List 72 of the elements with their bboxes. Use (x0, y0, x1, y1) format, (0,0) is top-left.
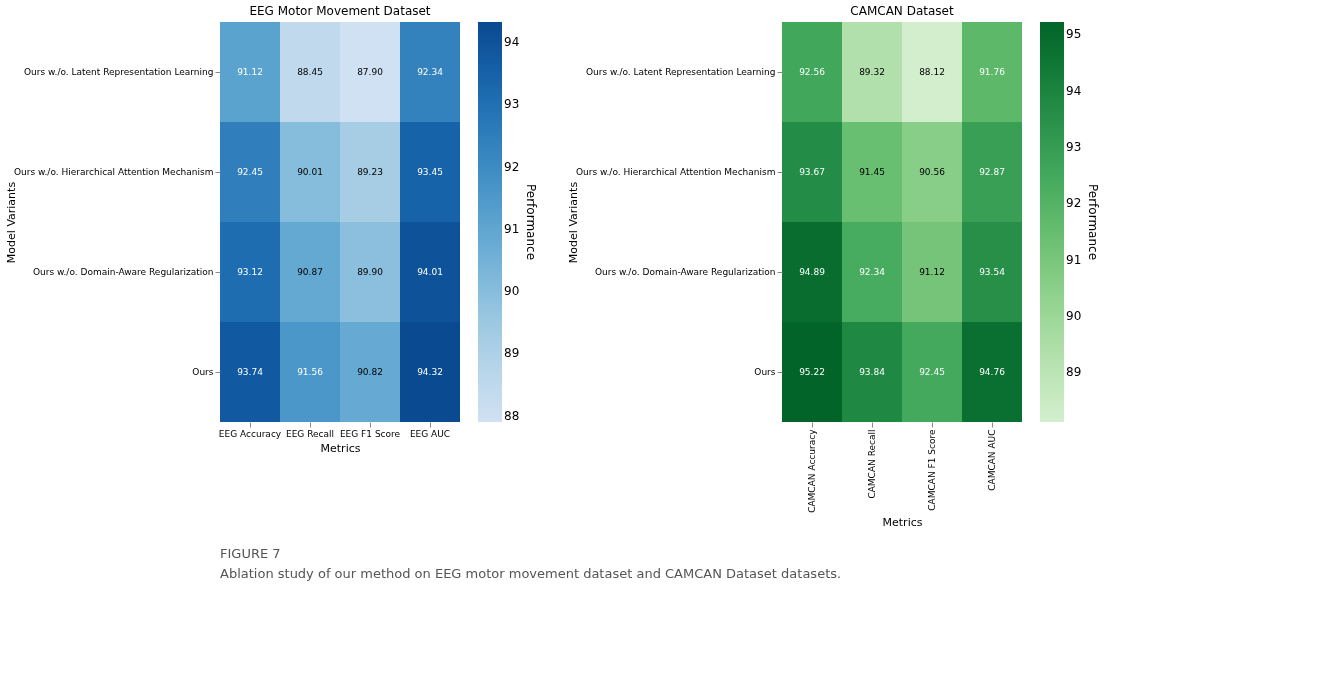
data-label: 90.82 (357, 367, 383, 377)
color-bar-label: 95 (1066, 27, 1082, 42)
data-label: 93.54 (979, 267, 1006, 277)
color-bar-label: 93 (1066, 140, 1082, 155)
data-label: 91.45 (859, 167, 885, 177)
x-tick-label: EEG AUC (409, 428, 451, 439)
data-label: 90.87 (297, 267, 323, 277)
data-label: 89.23 (357, 167, 383, 177)
data-label: 92.56 (799, 67, 826, 77)
data-label: 91.56 (297, 367, 324, 377)
y-tick-label: Ours w./o. Hierarchical Attention Mechanism (575, 167, 776, 177)
y-tick-label: Ours w./o. Latent Representation Learning (585, 67, 776, 77)
y-tick-label: Ours (192, 367, 214, 377)
data-label: 93.45 (417, 167, 443, 177)
data-label: 90.01 (297, 167, 323, 177)
color-bar-label: 92 (1066, 196, 1082, 211)
caption: FIGURE 7 (220, 546, 281, 561)
y-tick-label: Ours w./o. Domain-Aware Regularization (594, 267, 776, 277)
data-label: 92.34 (859, 267, 886, 277)
color-bar-title: Performance (1086, 183, 1100, 261)
data-label: 91.12 (237, 67, 263, 77)
y-tick-label: Ours w./o. Domain-Aware Regularization (32, 267, 214, 277)
x-tick-label: CAMCAN F1 Score (927, 429, 937, 511)
data-label: 94.01 (417, 267, 443, 277)
color-bar-label: 89 (1066, 365, 1082, 380)
x-tick-label: CAMCAN Recall (867, 429, 877, 499)
color-bar-label: 94 (1066, 83, 1082, 98)
data-label: 92.87 (979, 167, 1005, 177)
data-label: 90.56 (919, 167, 946, 177)
data-label: 92.45 (919, 367, 945, 377)
y-tick-label: Ours (754, 367, 776, 377)
x-tick-label: EEG F1 Score (339, 428, 401, 439)
data-label: 92.34 (417, 67, 444, 77)
data-label: 94.32 (417, 367, 443, 377)
data-label: 91.12 (919, 267, 945, 277)
data-label: 91.76 (979, 67, 1006, 77)
data-label: 93.12 (237, 267, 263, 277)
x-tick-label: CAMCAN AUC (987, 429, 997, 491)
chart-title: CAMCAN Dataset (850, 4, 954, 18)
color-bar-label: 91 (504, 221, 520, 236)
x-tick-label: CAMCAN Accuracy (807, 428, 817, 513)
text: Ablation study of our method on EEG motor movement dataset and CAMCAN Dataset datasets. (220, 566, 842, 581)
x-tick-label: EEG Recall (285, 428, 335, 439)
data-label: 94.76 (979, 367, 1006, 377)
color-bar-label: 88 (504, 408, 520, 423)
data-label: 88.12 (919, 67, 945, 77)
color-bar-label: 90 (1066, 309, 1082, 324)
y-tick-label: Ours w./o. Hierarchical Attention Mechanism (13, 167, 214, 177)
color-bar-label: 92 (504, 159, 520, 174)
data-label: 95.22 (799, 367, 825, 377)
data-label: 89.32 (859, 67, 885, 77)
color-bar-title: Performance (524, 183, 538, 261)
color-bar-label: 89 (504, 346, 520, 361)
data-label: 93.84 (859, 367, 886, 377)
x-axis-title: Metrics (882, 515, 923, 529)
color-bar-label: 91 (1066, 252, 1082, 267)
data-label: 88.45 (297, 67, 323, 77)
data-label: 92.45 (237, 167, 263, 177)
chart-title: EEG Motor Movement Dataset (249, 4, 431, 18)
data-label: 93.67 (799, 167, 825, 177)
y-tick-label: Ours w./o. Latent Representation Learning (23, 67, 214, 77)
y-axis-title: Model Variants (566, 181, 580, 264)
x-axis-title: Metrics (320, 441, 361, 455)
color-bar-label: 94 (504, 34, 520, 49)
data-label: 89.90 (357, 267, 384, 277)
y-axis-title: Model Variants (4, 181, 18, 264)
color-bar-label: 93 (504, 97, 520, 112)
color-bar-label: 90 (504, 284, 520, 299)
data-label: 93.74 (237, 367, 264, 377)
data-label: 87.90 (357, 67, 384, 77)
data-label: 94.89 (799, 267, 826, 277)
x-tick-label: EEG Accuracy (218, 428, 282, 439)
